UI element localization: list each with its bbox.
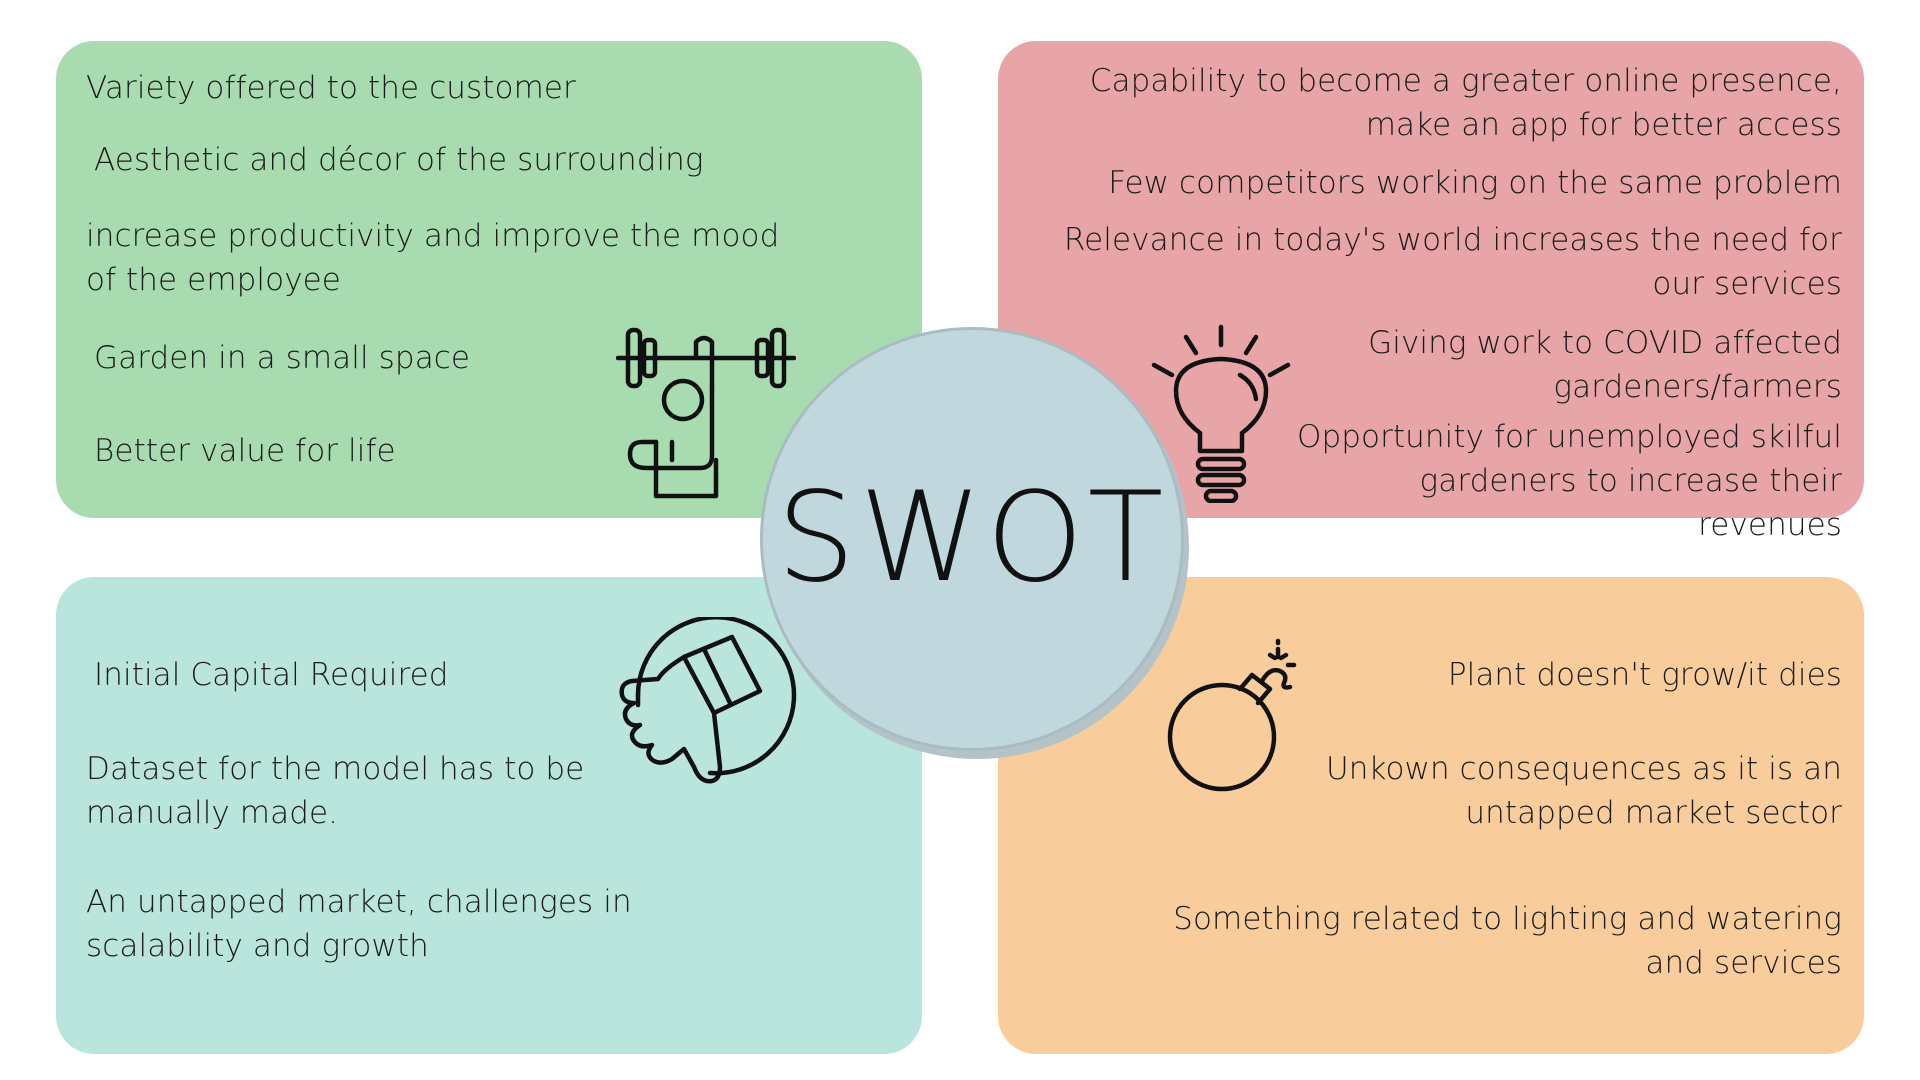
- threat-item-1: Plant doesn't grow/it dies: [1447, 657, 1842, 693]
- swot-title: SWOT: [776, 466, 1168, 610]
- strength-item-4: Garden in a small space: [94, 340, 471, 376]
- strength-item-2: Aesthetic and décor of the surrounding: [94, 142, 704, 178]
- weightlifter-icon: [616, 320, 796, 500]
- weakness-item-3: An untapped market, challenges in scalab…: [86, 884, 632, 964]
- bomb-icon: [1166, 637, 1316, 797]
- opportunity-item-5: Opportunity for unemployed skilful garde…: [1296, 419, 1842, 543]
- threat-item-3: Something related to lighting and wateri…: [1173, 901, 1842, 981]
- lightbulb-icon: [1146, 323, 1296, 503]
- opportunity-item-3: Relevance in today's world increases the…: [1063, 222, 1842, 302]
- center-circle: SWOT: [760, 327, 1184, 751]
- threat-item-2: Unkown consequences as it is an untapped…: [1325, 751, 1842, 831]
- opportunity-item-2: Few competitors working on the same prob…: [1108, 165, 1842, 201]
- opportunity-item-4: Giving work to COVID affected gardeners/…: [1368, 325, 1842, 405]
- thumbs-down-icon: [618, 617, 798, 797]
- strength-item-3: increase productivity and improve the mo…: [86, 218, 780, 298]
- strength-item-5: Better value for life: [94, 433, 396, 469]
- opportunity-item-1: Capability to become a greater online pr…: [1089, 63, 1842, 143]
- weakness-item-2: Dataset for the model has to be manually…: [86, 751, 585, 831]
- weaknesses-quadrant: Initial Capital Required Dataset for the…: [56, 577, 922, 1054]
- strengths-quadrant: Variety offered to the customer Aestheti…: [56, 41, 922, 518]
- weakness-item-1: Initial Capital Required: [94, 657, 449, 693]
- strength-item-1: Variety offered to the customer: [86, 70, 576, 106]
- threats-quadrant: Plant doesn't grow/it dies Unkown conseq…: [998, 577, 1864, 1054]
